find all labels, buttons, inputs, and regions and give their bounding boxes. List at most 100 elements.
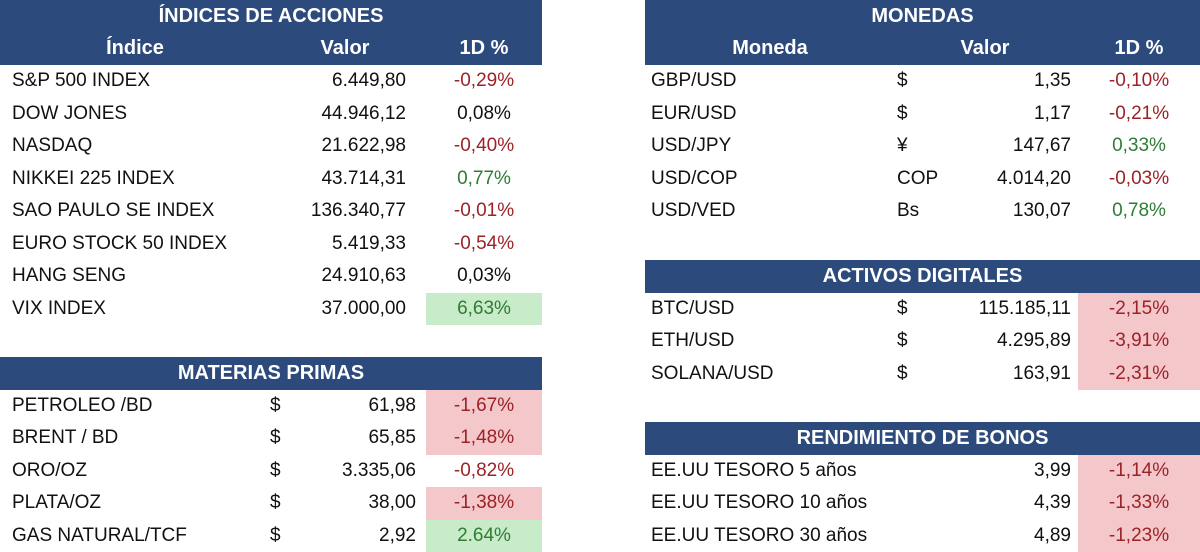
row-change: -2,31% bbox=[1078, 358, 1200, 391]
row-change: -1,33% bbox=[1078, 487, 1200, 520]
row-currency-symbol: $ bbox=[895, 65, 955, 98]
row-currency-symbol: Bs bbox=[895, 195, 955, 228]
row-value: 4.014,20 bbox=[955, 163, 1075, 196]
table-row: GBP/USD$1,35-0,10% bbox=[645, 65, 1200, 98]
row-value: 136.340,77 bbox=[270, 195, 420, 228]
row-currency-symbol: $ bbox=[270, 455, 300, 488]
row-value: 24.910,63 bbox=[270, 260, 420, 293]
row-change: -0,40% bbox=[426, 130, 542, 163]
row-change: 0,33% bbox=[1078, 130, 1200, 163]
table-row: BRENT / BD$65,85-1,48% bbox=[0, 422, 542, 455]
row-change: 0,78% bbox=[1078, 195, 1200, 228]
row-currency-symbol: $ bbox=[270, 390, 300, 423]
bond-yields-title-bar: RENDIMIENTO DE BONOS bbox=[645, 422, 1200, 455]
table-row: PETROLEO /BD$61,98-1,67% bbox=[0, 390, 542, 423]
row-name: NIKKEI 225 INDEX bbox=[0, 163, 270, 196]
row-value: 1,35 bbox=[955, 65, 1075, 98]
column-header-value: Valor bbox=[895, 33, 1075, 66]
row-name: HANG SENG bbox=[0, 260, 270, 293]
row-change: 0,03% bbox=[426, 260, 542, 293]
row-currency-symbol: ¥ bbox=[895, 130, 955, 163]
bond-yields-panel: RENDIMIENTO DE BONOS EE.UU TESORO 5 años… bbox=[645, 422, 1200, 552]
row-currency-symbol: COP bbox=[895, 163, 955, 196]
row-name: EE.UU TESORO 10 años bbox=[645, 487, 955, 520]
table-row: BTC/USD$115.185,11-2,15% bbox=[645, 293, 1200, 326]
row-name: EE.UU TESORO 5 años bbox=[645, 455, 955, 488]
stock-indices-title-bar: ÍNDICES DE ACCIONES bbox=[0, 0, 542, 33]
row-name: NASDAQ bbox=[0, 130, 270, 163]
table-row: SOLANA/USD$163,91-2,31% bbox=[645, 358, 1200, 391]
commodities-panel: MATERIAS PRIMAS PETROLEO /BD$61,98-1,67%… bbox=[0, 357, 542, 552]
bond-yields-title: RENDIMIENTO DE BONOS bbox=[645, 422, 1200, 455]
row-name: EE.UU TESORO 30 años bbox=[645, 520, 955, 552]
row-value: 21.622,98 bbox=[270, 130, 420, 163]
digital-assets-panel: ACTIVOS DIGITALES BTC/USD$115.185,11-2,1… bbox=[645, 260, 1200, 390]
row-change: -1,14% bbox=[1078, 455, 1200, 488]
row-name: GAS NATURAL/TCF bbox=[0, 520, 270, 552]
currencies-title: MONEDAS bbox=[645, 0, 1200, 33]
stock-indices-title: ÍNDICES DE ACCIONES bbox=[0, 0, 542, 33]
row-value: 130,07 bbox=[955, 195, 1075, 228]
table-row: PLATA/OZ$38,00-1,38% bbox=[0, 487, 542, 520]
row-change: 6,63% bbox=[426, 293, 542, 326]
column-header-currency: Moneda bbox=[645, 33, 895, 66]
row-name: GBP/USD bbox=[645, 65, 890, 98]
row-change: -1,23% bbox=[1078, 520, 1200, 552]
table-row: ORO/OZ$3.335,06-0,82% bbox=[0, 455, 542, 488]
row-change: -0,03% bbox=[1078, 163, 1200, 196]
row-name: EUR/USD bbox=[645, 98, 890, 131]
digital-assets-table-body: BTC/USD$115.185,11-2,15%ETH/USD$4.295,89… bbox=[645, 293, 1200, 391]
row-currency-symbol: $ bbox=[270, 487, 300, 520]
row-name: USD/COP bbox=[645, 163, 890, 196]
row-currency-symbol: $ bbox=[270, 520, 300, 552]
row-name: BTC/USD bbox=[645, 293, 890, 326]
row-name: S&P 500 INDEX bbox=[0, 65, 270, 98]
currencies-table-body: GBP/USD$1,35-0,10%EUR/USD$1,17-0,21%USD/… bbox=[645, 65, 1200, 228]
column-header-value: Valor bbox=[270, 33, 420, 66]
row-name: ETH/USD bbox=[645, 325, 890, 358]
digital-assets-title: ACTIVOS DIGITALES bbox=[645, 260, 1200, 293]
commodities-title-bar: MATERIAS PRIMAS bbox=[0, 357, 542, 390]
row-name: SAO PAULO SE INDEX bbox=[0, 195, 270, 228]
currencies-panel: MONEDAS Moneda Valor 1D % GBP/USD$1,35-0… bbox=[645, 0, 1200, 228]
row-change: -0,29% bbox=[426, 65, 542, 98]
row-change: -0,01% bbox=[426, 195, 542, 228]
row-name: DOW JONES bbox=[0, 98, 270, 131]
commodities-table-body: PETROLEO /BD$61,98-1,67%BRENT / BD$65,85… bbox=[0, 390, 542, 552]
digital-assets-title-bar: ACTIVOS DIGITALES bbox=[645, 260, 1200, 293]
row-change: 0,77% bbox=[426, 163, 542, 196]
row-change: -0,82% bbox=[426, 455, 542, 488]
row-change: -0,54% bbox=[426, 228, 542, 261]
row-value: 147,67 bbox=[955, 130, 1075, 163]
column-header-change: 1D % bbox=[1078, 33, 1200, 66]
column-header-change: 1D % bbox=[426, 33, 542, 66]
row-currency-symbol: $ bbox=[895, 293, 955, 326]
stock-indices-panel: ÍNDICES DE ACCIONES Índice Valor 1D % S&… bbox=[0, 0, 542, 325]
row-value: 115.185,11 bbox=[955, 293, 1075, 326]
row-value: 38,00 bbox=[300, 487, 420, 520]
row-name: PLATA/OZ bbox=[0, 487, 270, 520]
table-row: ETH/USD$4.295,89-3,91% bbox=[645, 325, 1200, 358]
row-value: 163,91 bbox=[955, 358, 1075, 391]
row-currency-symbol: $ bbox=[895, 358, 955, 391]
row-name: BRENT / BD bbox=[0, 422, 270, 455]
row-change: -1,38% bbox=[426, 487, 542, 520]
table-row: EUR/USD$1,17-0,21% bbox=[645, 98, 1200, 131]
row-currency-symbol: $ bbox=[895, 98, 955, 131]
row-value: 6.449,80 bbox=[270, 65, 420, 98]
row-value: 5.419,33 bbox=[270, 228, 420, 261]
row-value: 1,17 bbox=[955, 98, 1075, 131]
row-value: 3.335,06 bbox=[300, 455, 420, 488]
row-name: VIX INDEX bbox=[0, 293, 270, 326]
